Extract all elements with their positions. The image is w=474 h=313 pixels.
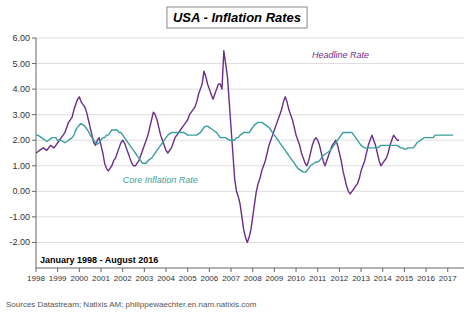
x-tick bbox=[252, 268, 253, 272]
x-tick-label: 2015 bbox=[396, 274, 414, 283]
x-tick-label: 2001 bbox=[92, 274, 110, 283]
x-tick-label: 2016 bbox=[417, 274, 435, 283]
x-tick bbox=[231, 268, 232, 272]
title-box bbox=[167, 7, 307, 28]
x-tick-label: 2000 bbox=[70, 274, 88, 283]
x-tick bbox=[187, 268, 188, 272]
x-tick-label: 2006 bbox=[200, 274, 218, 283]
x-tick bbox=[209, 268, 210, 272]
grid-line bbox=[36, 191, 464, 192]
y-tick-label: 5.00 bbox=[12, 59, 30, 69]
y-tick bbox=[32, 63, 36, 64]
line bbox=[36, 51, 399, 243]
y-tick-label: -1.00 bbox=[9, 212, 30, 222]
x-tick bbox=[339, 268, 340, 272]
y-tick-label: 1.00 bbox=[12, 161, 30, 171]
x-axis: 1998 19992000 2001 20022003 2004 20052006 2007… bbox=[27, 268, 457, 283]
title: USA - Inflation Rates bbox=[173, 10, 301, 25]
x-tick-label: 2011 bbox=[309, 274, 327, 283]
y-tick bbox=[32, 165, 36, 166]
title-group: USA - Inflation Rates bbox=[167, 7, 307, 28]
x-tick-label: 2014 bbox=[374, 274, 392, 283]
x-tick bbox=[36, 268, 37, 272]
x-tick bbox=[57, 268, 58, 272]
x-tick-label: 1998 bbox=[27, 274, 45, 283]
x-tick-label: 2017 bbox=[439, 274, 457, 283]
x-tick bbox=[122, 268, 123, 272]
x-tick bbox=[101, 268, 102, 272]
x-tick-label: 2002 bbox=[114, 274, 132, 283]
x-tick bbox=[426, 268, 427, 272]
plot-area bbox=[36, 51, 453, 243]
x-tick-label: 1999 bbox=[49, 274, 67, 283]
x-tick bbox=[404, 268, 405, 272]
y-tick bbox=[32, 89, 36, 90]
subtitle: January 1998 - August 2016 bbox=[40, 255, 158, 265]
y-tick bbox=[32, 38, 36, 39]
grid-line bbox=[36, 38, 464, 39]
x-tick bbox=[296, 268, 297, 272]
x-tick bbox=[166, 268, 167, 272]
y-tick-label: 0.00 bbox=[12, 186, 30, 196]
x-tick-label: 2013 bbox=[352, 274, 370, 283]
x-tick-label: 2012 bbox=[330, 274, 348, 283]
y-tick-label: -2.00 bbox=[9, 237, 30, 247]
x-axis-line bbox=[36, 268, 464, 269]
x-tick-label: 2010 bbox=[287, 274, 305, 283]
y-tick bbox=[32, 242, 36, 243]
x-tick bbox=[144, 268, 145, 272]
grid-line bbox=[36, 63, 464, 64]
y-tick bbox=[32, 216, 36, 217]
x-tick-label: 2008 bbox=[244, 274, 262, 283]
x-tick-label: 2004 bbox=[157, 274, 175, 283]
series-label: Core Inflation Rate bbox=[123, 175, 198, 185]
x-tick-label: 2003 bbox=[135, 274, 153, 283]
grid-line bbox=[36, 216, 464, 217]
y-axis: -2.00 -1.00 0.00 1.00 2.00 3.00 4.00 5.00 6.00 bbox=[9, 33, 464, 247]
x-tick bbox=[447, 268, 448, 272]
x-tick bbox=[317, 268, 318, 272]
y-tick-label: 4.00 bbox=[12, 84, 30, 94]
grid-line bbox=[36, 89, 464, 90]
x-tick bbox=[79, 268, 80, 272]
x-tick-label: 2007 bbox=[222, 274, 240, 283]
y-tick-label: 2.00 bbox=[12, 135, 30, 145]
y-tick-label: 6.00 bbox=[12, 33, 30, 43]
grid-line bbox=[36, 242, 464, 243]
x-tick bbox=[274, 268, 275, 272]
y-tick-label: 3.00 bbox=[12, 110, 30, 120]
y-tick bbox=[32, 191, 36, 192]
grid-line bbox=[36, 165, 464, 166]
source: Sources Datastream; Natixis AM; philippe… bbox=[6, 300, 257, 309]
x-tick-label: 2009 bbox=[265, 274, 283, 283]
chart: -2.00 -1.00 0.00 1.00 2.00 3.00 4.00 5.00 6.00 19… bbox=[0, 0, 474, 313]
x-tick bbox=[382, 268, 383, 272]
series-label: Headline Rate bbox=[312, 50, 369, 60]
y-tick bbox=[32, 114, 36, 115]
grid-line bbox=[36, 114, 464, 115]
x-tick-label: 2005 bbox=[179, 274, 197, 283]
x-tick bbox=[361, 268, 362, 272]
y-tick bbox=[32, 140, 36, 141]
line bbox=[36, 122, 453, 172]
